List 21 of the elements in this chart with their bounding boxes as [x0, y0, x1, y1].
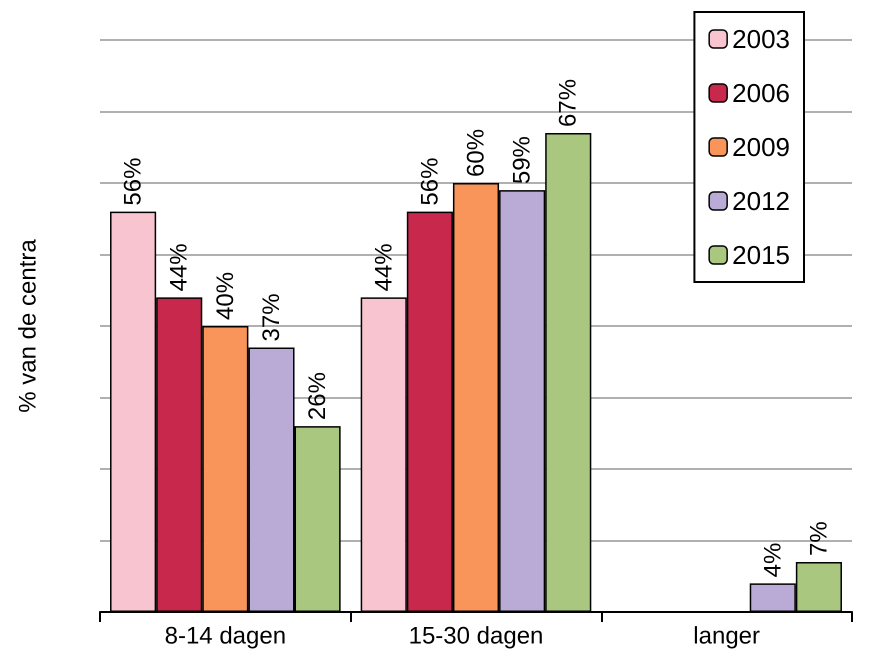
x-tick-label: 8-14 dagen — [164, 622, 286, 650]
data-label: 56% — [120, 158, 147, 206]
data-label: 40% — [212, 272, 239, 320]
legend-label: 2006 — [732, 78, 790, 108]
y-axis-title: % van de centra — [14, 238, 42, 413]
data-label: 4% — [759, 542, 786, 578]
data-label: 67% — [554, 78, 582, 127]
data-label: 7% — [805, 521, 832, 556]
data-label: 60% — [462, 128, 490, 177]
legend-label: 2009 — [732, 132, 790, 162]
data-label: 26% — [304, 372, 332, 420]
data-label: 37% — [258, 293, 285, 342]
legend-label: 2015 — [732, 240, 790, 270]
x-tick-label: 15-30 dagen — [408, 622, 544, 650]
data-label: 56% — [416, 158, 444, 206]
data-label: 44% — [370, 243, 398, 292]
legend-label: 2003 — [732, 24, 790, 54]
legend-label: 2012 — [732, 186, 790, 216]
x-tick-label: langer — [693, 622, 760, 650]
data-label: 59% — [508, 136, 536, 184]
data-label: 44% — [166, 243, 193, 292]
